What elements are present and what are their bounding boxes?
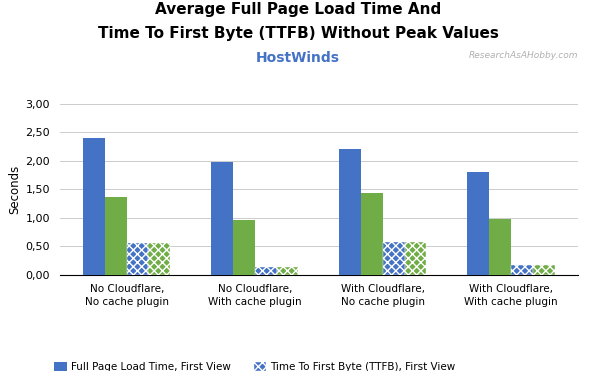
Bar [467,172,489,275]
Text: ResearchAsAHobby.com: ResearchAsAHobby.com [468,51,578,60]
Y-axis label: Seconds: Seconds [8,165,21,214]
Legend: Full Page Load Time, First View, Full Page Load Time, Repeat View, Time To First: Full Page Load Time, First View, Full Pa… [54,362,470,371]
Bar [255,267,277,275]
Bar [211,162,233,275]
Bar [148,243,170,275]
Bar [361,193,383,275]
Bar [533,265,554,275]
Bar [233,220,255,275]
Bar [127,243,148,275]
Bar [405,242,427,275]
Text: Average Full Page Load Time And: Average Full Page Load Time And [155,2,441,17]
Text: Time To First Byte (TTFB) Without Peak Values: Time To First Byte (TTFB) Without Peak V… [98,26,498,41]
Bar [383,242,405,275]
Bar [83,138,105,275]
Bar [105,197,127,275]
Bar [511,265,533,275]
Bar [489,219,511,275]
Bar [339,149,361,275]
Text: HostWinds: HostWinds [256,51,340,65]
Bar [277,267,299,275]
